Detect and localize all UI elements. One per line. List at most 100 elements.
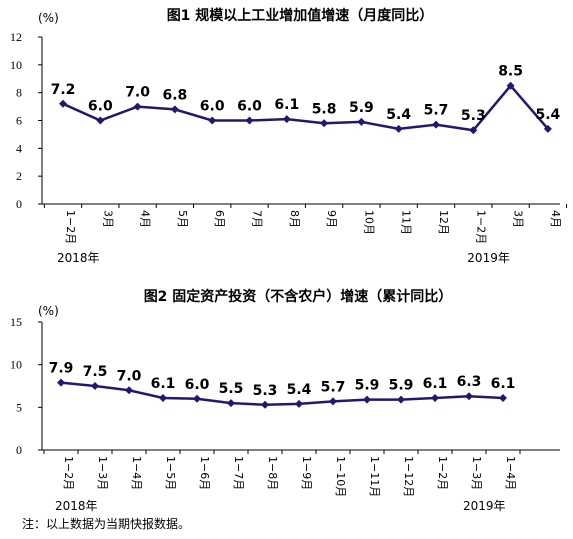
y-tick-label: 15	[10, 315, 22, 329]
y-tick-label: 10	[10, 358, 22, 372]
data-label: 6.8	[162, 87, 187, 103]
data-point	[394, 124, 403, 133]
data-label: 5.4	[535, 107, 560, 123]
data-label: 6.0	[185, 377, 210, 393]
data-point	[432, 120, 440, 129]
data-label: 5.5	[219, 381, 244, 397]
data-label: 7.2	[51, 82, 76, 98]
data-point	[96, 116, 105, 125]
x-category-label: 1−12月	[402, 456, 415, 497]
y-tick-label: 12	[10, 30, 22, 44]
data-label: 7.0	[117, 368, 142, 384]
data-label: 5.4	[287, 382, 312, 398]
data-label: 5.9	[349, 100, 374, 116]
data-point	[295, 399, 303, 408]
chart1-unit-label: (%)	[38, 11, 59, 25]
data-point	[431, 393, 439, 402]
data-label: 6.1	[151, 376, 176, 392]
data-label: 6.0	[88, 99, 113, 115]
x-category-label: 1−4月	[504, 456, 517, 490]
data-label: 5.9	[389, 378, 414, 394]
x-category-label: 10月	[362, 210, 375, 235]
x-category-label: 9月	[325, 210, 338, 228]
data-point	[91, 382, 99, 390]
data-label: 7.9	[49, 361, 74, 377]
x-category-label: 1−2月	[64, 210, 77, 244]
data-point	[193, 394, 201, 403]
data-label: 6.3	[457, 374, 482, 390]
x-category-label: 3月	[101, 210, 114, 228]
series-line	[60, 381, 504, 407]
data-label: 5.3	[461, 108, 486, 124]
data-point	[469, 126, 478, 135]
y-tick-label: 5	[16, 400, 22, 414]
data-label: 5.7	[321, 379, 346, 395]
data-point	[506, 81, 515, 90]
x-category-label: 6月	[213, 210, 226, 228]
y-tick-label: 0	[16, 443, 22, 457]
data-point	[320, 119, 329, 128]
chart2-title: 图2 固定资产投资（不含农户）增速（累计同比）	[144, 288, 453, 305]
y-tick-label: 4	[16, 141, 22, 155]
chart-fixed-asset-investment: 图2 固定资产投资（不含农户）增速（累计同比） (%) 0 5 10 15 1−2月 1−…	[10, 288, 560, 513]
data-point	[59, 99, 67, 108]
data-point	[133, 102, 142, 111]
year-label: 2019年	[463, 499, 506, 513]
x-category-label: 1−6月	[198, 456, 211, 490]
data-point	[499, 393, 507, 402]
data-label: 6.0	[200, 99, 225, 115]
series-line	[62, 83, 549, 132]
data-label: 8.5	[498, 64, 523, 80]
x-category-label: 1−4月	[130, 456, 143, 490]
data-point	[261, 400, 269, 409]
data-label: 5.7	[424, 103, 449, 119]
data-point	[57, 378, 65, 387]
data-label: 6.1	[274, 97, 299, 113]
year-label: 2018年	[57, 251, 100, 265]
y-tick-label: 0	[16, 197, 22, 211]
x-category-label: 3月	[512, 210, 525, 228]
data-label: 5.3	[253, 383, 278, 399]
x-category-label: 1−3月	[470, 456, 483, 490]
data-point	[543, 124, 552, 133]
chart1-title: 图1 规模以上工业增加值增速（月度同比）	[167, 7, 434, 24]
x-category-label: 1−11月	[368, 456, 381, 497]
y-tick-label: 2	[16, 169, 22, 183]
data-point	[170, 105, 179, 114]
x-category-label: 1−2月	[436, 456, 449, 490]
footnote: 注：以上数据为当期快报数据。	[22, 517, 191, 531]
data-point	[227, 399, 235, 408]
x-category-label: 1−7月	[232, 456, 245, 490]
x-category-label: 1−10月	[334, 456, 347, 497]
data-point	[282, 115, 291, 124]
y-tick-label: 8	[16, 86, 22, 100]
data-label: 6.1	[491, 376, 516, 392]
data-label: 6.1	[423, 376, 448, 392]
data-label: 6.0	[237, 99, 262, 115]
data-label: 5.8	[312, 101, 337, 117]
data-point	[329, 397, 337, 406]
data-point	[465, 392, 473, 401]
x-category-label: 7月	[251, 210, 264, 228]
x-category-label: 4月	[549, 210, 562, 228]
x-category-label: 1−3月	[96, 456, 109, 490]
chart-industrial-value-added: 图1 规模以上工业增加值增速（月度同比） (%) 0 2 4 6 8 10 12 1−2月 3月…	[10, 7, 568, 265]
year-label: 2018年	[55, 499, 98, 513]
y-tick-label: 10	[10, 58, 22, 72]
data-point	[363, 395, 371, 404]
x-category-label: 1−9月	[300, 456, 313, 490]
y-tick-label: 6	[16, 114, 22, 128]
data-point	[125, 386, 133, 395]
x-category-label: 1−8月	[266, 456, 279, 490]
x-category-label: 4月	[139, 210, 152, 228]
x-category-label: 1−5月	[164, 456, 177, 490]
data-label: 7.0	[125, 85, 150, 101]
data-label: 5.9	[355, 378, 380, 394]
data-point	[245, 116, 254, 125]
chart2-unit-label: (%)	[38, 304, 59, 318]
data-point	[357, 117, 366, 126]
x-category-label: 11月	[400, 210, 413, 235]
data-point	[159, 393, 167, 402]
data-point	[208, 116, 217, 125]
